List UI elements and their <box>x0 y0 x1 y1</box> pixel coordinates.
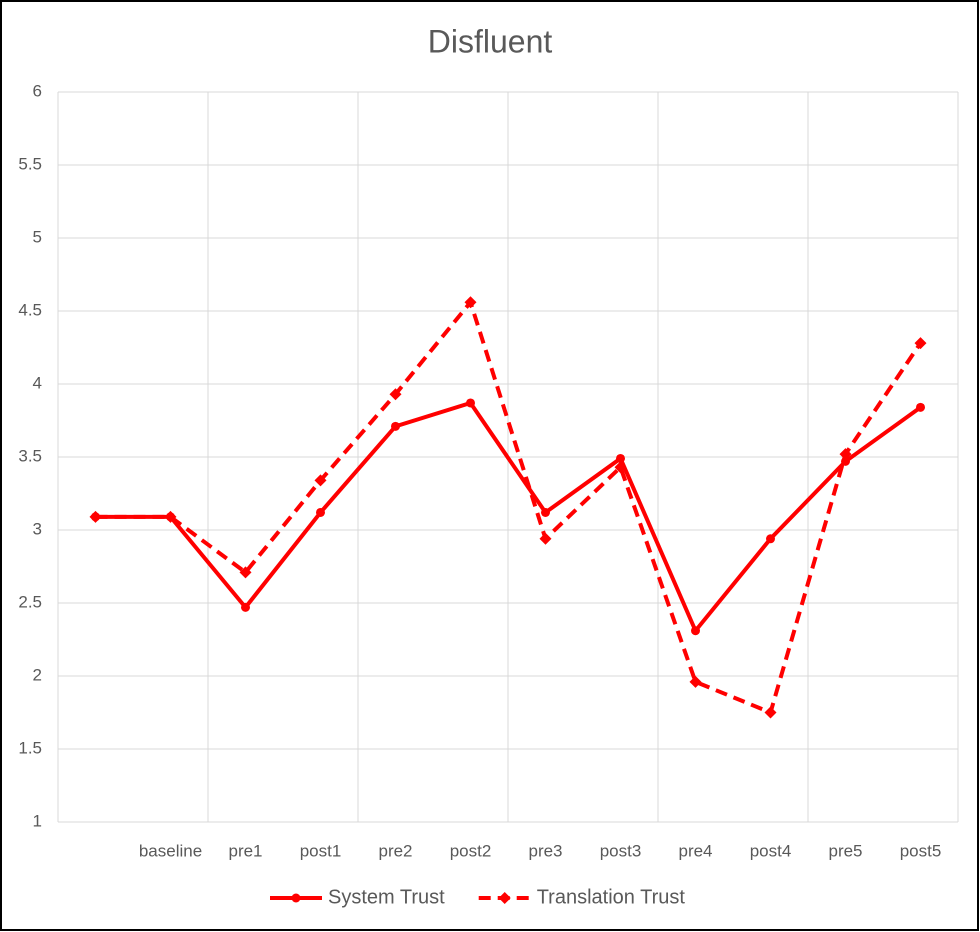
y-tick-label: 3 <box>33 519 42 538</box>
y-tick-label: 3.5 <box>18 446 42 465</box>
data-point <box>616 453 625 463</box>
data-point <box>689 675 702 688</box>
data-point <box>391 421 400 431</box>
data-point <box>389 388 402 401</box>
x-tick-label: post4 <box>750 841 792 860</box>
data-point <box>541 507 550 517</box>
data-point <box>764 706 777 719</box>
data-point <box>241 602 250 612</box>
x-tick-label: baseline <box>139 841 202 860</box>
y-tick-label: 4.5 <box>18 300 42 319</box>
data-point <box>841 456 850 466</box>
data-point <box>316 507 325 517</box>
x-tick-label: pre4 <box>678 841 712 860</box>
data-point <box>464 296 477 309</box>
legend-label: Translation Trust <box>537 886 686 908</box>
y-tick-label: 2.5 <box>18 592 42 611</box>
x-tick-label: pre1 <box>228 841 262 860</box>
data-point <box>839 448 852 461</box>
data-point <box>539 532 552 545</box>
data-point <box>239 566 252 579</box>
x-tick-label: pre3 <box>528 841 562 860</box>
data-point <box>614 461 627 474</box>
data-point <box>466 398 475 408</box>
series-line <box>95 298 923 716</box>
data-point <box>916 402 925 412</box>
data-point <box>314 474 327 487</box>
legend-marker <box>291 893 301 903</box>
data-point <box>164 510 177 523</box>
data-point <box>89 510 102 523</box>
x-tick-label: pre5 <box>828 841 862 860</box>
legend-marker <box>498 892 511 904</box>
y-tick-label: 1.5 <box>18 738 42 757</box>
x-tick-label: post5 <box>900 841 942 860</box>
y-tick-label: 6 <box>33 81 42 100</box>
y-tick-label: 1 <box>33 811 42 830</box>
y-tick-label: 5 <box>33 227 42 246</box>
x-tick-label: post1 <box>300 841 342 860</box>
y-tick-label: 5.5 <box>18 154 42 173</box>
data-point <box>766 534 775 544</box>
y-tick-label: 4 <box>33 373 42 392</box>
chart-title: Disfluent <box>428 23 553 59</box>
series-line <box>95 400 922 635</box>
series <box>89 296 927 719</box>
data-point <box>914 337 927 350</box>
series <box>91 398 925 636</box>
x-tick-label: post2 <box>450 841 492 860</box>
x-tick-label: post3 <box>600 841 642 860</box>
y-tick-label: 2 <box>33 665 42 684</box>
legend-label: System Trust <box>328 886 445 908</box>
data-point <box>691 626 700 636</box>
x-tick-label: pre2 <box>378 841 412 860</box>
